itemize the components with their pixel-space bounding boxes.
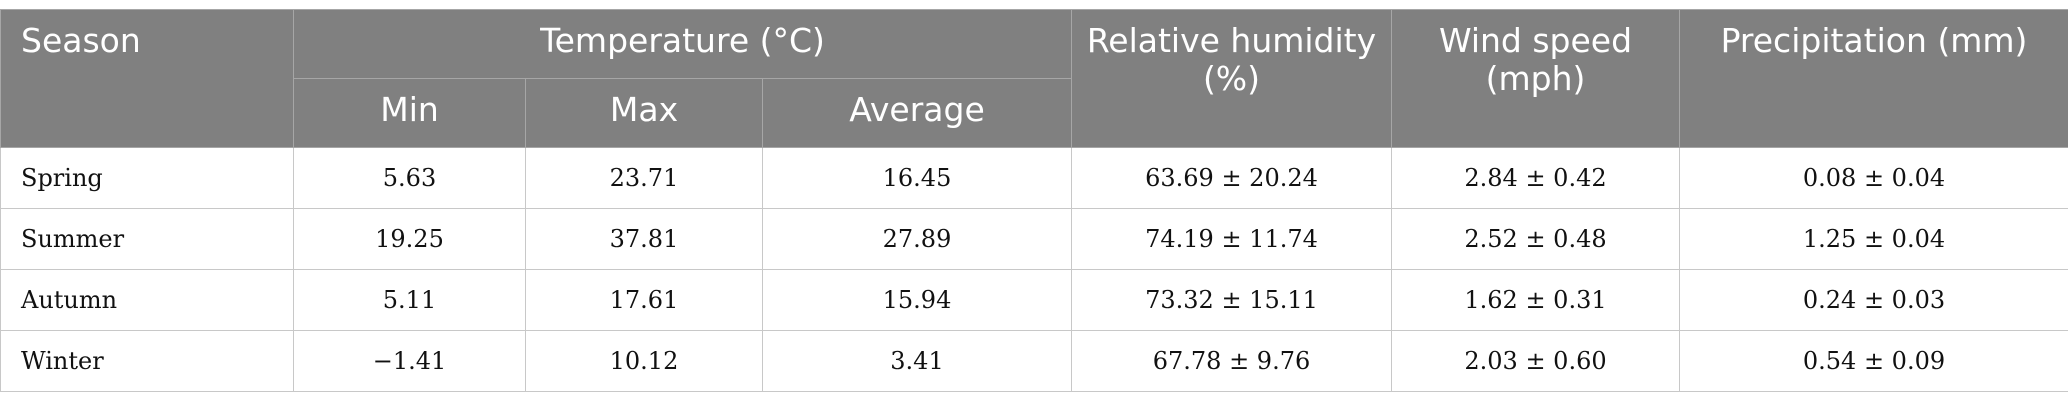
table-cell: 19.25 — [293, 208, 526, 270]
table-cell: 37.81 — [525, 208, 763, 270]
table-cell: 0.24 ± 0.03 — [1679, 269, 2068, 331]
header-cell: Precipitation (mm) — [1679, 9, 2068, 148]
table-row: Spring 5.63 23.71 16.45 63.69 ± 20.24 2.84 ± … — [0, 147, 2068, 209]
table-cell: 5.63 — [293, 147, 526, 209]
table-cell: 2.52 ± 0.48 — [1391, 208, 1680, 270]
header-cell: Wind speed (mph) — [1391, 9, 1680, 148]
table-cell: 1.62 ± 0.31 — [1391, 269, 1680, 331]
table-cell: 23.71 — [525, 147, 763, 209]
table-cell: 73.32 ± 15.11 — [1071, 269, 1392, 331]
table-cell: 63.69 ± 20.24 — [1071, 147, 1392, 209]
table-cell: Spring — [0, 147, 294, 209]
table-cell: 0.08 ± 0.04 — [1679, 147, 2068, 209]
table-cell: 67.78 ± 9.76 — [1071, 330, 1392, 392]
table-cell: 1.25 ± 0.04 — [1679, 208, 2068, 270]
table-cell: 2.03 ± 0.60 — [1391, 330, 1680, 392]
header-cell: Max — [525, 78, 763, 148]
table-cell: 10.12 — [525, 330, 763, 392]
table-body: Spring 5.63 23.71 16.45 63.69 ± 20.24 2.84 ± … — [0, 147, 2068, 392]
table-cell: 27.89 — [762, 208, 1072, 270]
table-cell: 17.61 — [525, 269, 763, 331]
table-cell: Summer — [0, 208, 294, 270]
table-cell: Autumn — [0, 269, 294, 331]
table-row: Winter −1.41 10.12 3.41 67.78 ± 9.76 2.03 ± 0… — [0, 330, 2068, 392]
header-cell: Season — [0, 9, 294, 148]
table-cell: 5.11 — [293, 269, 526, 331]
table-cell: 3.41 — [762, 330, 1072, 392]
header-cell: Min — [293, 78, 526, 148]
table-cell: 15.94 — [762, 269, 1072, 331]
climate-table: Season Temperature (°C) Relative humidit… — [0, 9, 2068, 392]
table-row: Summer 19.25 37.81 27.89 74.19 ± 11.74 2.52 ±… — [0, 208, 2068, 270]
table-cell: 2.84 ± 0.42 — [1391, 147, 1680, 209]
table-cell: 74.19 ± 11.74 — [1071, 208, 1392, 270]
table-cell: Winter — [0, 330, 294, 392]
table-cell: 0.54 ± 0.09 — [1679, 330, 2068, 392]
table-row: Autumn 5.11 17.61 15.94 73.32 ± 15.11 1.62 ± … — [0, 269, 2068, 331]
table-cell: 16.45 — [762, 147, 1072, 209]
header-cell: Average — [762, 78, 1072, 148]
header-cell: Relative humidity (%) — [1071, 9, 1392, 148]
header-cell: Temperature (°C) — [293, 9, 1072, 79]
table-cell: −1.41 — [293, 330, 526, 392]
